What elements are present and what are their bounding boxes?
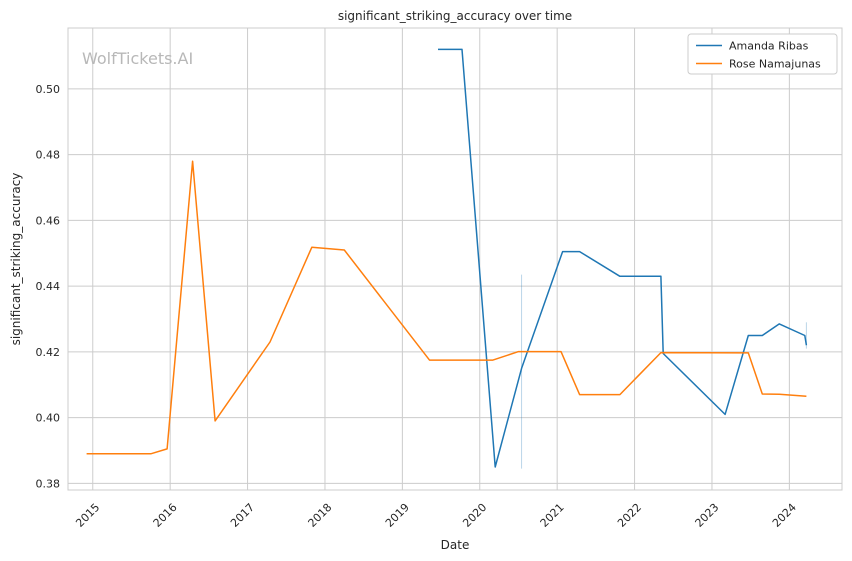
x-tick-label: 2018	[306, 501, 335, 530]
legend: Amanda Ribas Rose Namajunas	[687, 33, 838, 75]
y-tick-label: 0.50	[36, 83, 61, 96]
series-line-rose-namajunas	[86, 160, 807, 455]
y-tick-label: 0.42	[36, 346, 61, 359]
y-tick-label: 0.40	[36, 412, 61, 425]
legend-box	[687, 33, 838, 75]
watermark-text: WolfTickets.AI	[82, 49, 193, 68]
series-line-amanda-ribas	[438, 48, 808, 468]
y-axis-label: significant_striking_accuracy	[9, 173, 23, 346]
x-tick-label: 2023	[693, 501, 722, 530]
x-tick-label: 2024	[770, 501, 799, 530]
x-tick-label: 2017	[228, 501, 257, 530]
x-tick-label: 2021	[538, 501, 567, 530]
plot-frame	[67, 27, 843, 491]
x-tick-label: 2015	[73, 501, 102, 530]
x-tick-labels: 2015 2016 2017 2018 2019 2020 2021 2022 2023 2024	[73, 501, 799, 530]
x-tick-label: 2019	[383, 501, 412, 530]
series-lines	[86, 48, 808, 468]
y-tick-label: 0.48	[36, 149, 61, 162]
y-tick-label: 0.38	[36, 477, 61, 490]
legend-label-rose-namajunas: Rose Namajunas	[729, 58, 821, 71]
band-lines	[521, 274, 807, 469]
grid-lines	[68, 28, 842, 490]
x-tick-label: 2020	[460, 501, 489, 530]
x-tick-label: 2022	[615, 501, 644, 530]
y-tick-label: 0.44	[36, 280, 61, 293]
y-tick-label: 0.46	[36, 214, 61, 227]
x-axis-label: Date	[441, 538, 470, 552]
x-tick-label: 2016	[151, 501, 180, 530]
chart-title: significant_striking_accuracy over time	[338, 9, 572, 23]
y-tick-labels: 0.38 0.40 0.42 0.44 0.46 0.48 0.50	[36, 83, 61, 491]
legend-label-amanda-ribas: Amanda Ribas	[729, 40, 809, 53]
